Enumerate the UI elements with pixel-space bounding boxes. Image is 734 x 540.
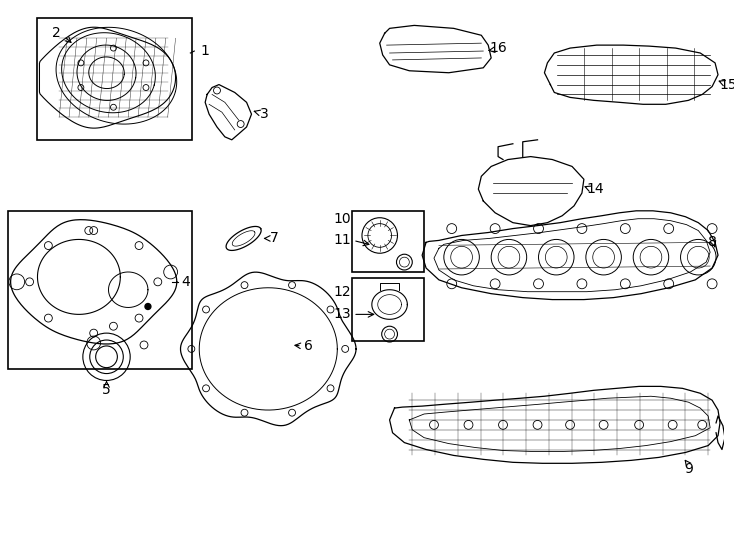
Text: 3: 3 xyxy=(260,107,269,121)
Text: 7: 7 xyxy=(270,232,279,246)
Circle shape xyxy=(145,303,151,309)
Text: 12: 12 xyxy=(333,285,351,299)
Bar xyxy=(352,278,424,341)
Text: 9: 9 xyxy=(684,462,693,476)
Bar xyxy=(8,211,192,369)
Text: 1: 1 xyxy=(200,44,210,58)
Text: 11: 11 xyxy=(333,233,351,247)
Text: 16: 16 xyxy=(489,41,507,55)
Text: 15: 15 xyxy=(719,78,734,92)
Text: 4: 4 xyxy=(181,275,190,289)
Text: 5: 5 xyxy=(102,383,111,397)
Text: 6: 6 xyxy=(305,339,313,353)
Text: 8: 8 xyxy=(708,235,716,249)
Text: 13: 13 xyxy=(333,307,351,321)
Text: 14: 14 xyxy=(587,182,605,196)
Text: 10: 10 xyxy=(333,212,351,226)
Bar xyxy=(37,18,192,140)
Bar xyxy=(352,211,424,272)
Text: 2: 2 xyxy=(52,26,61,40)
